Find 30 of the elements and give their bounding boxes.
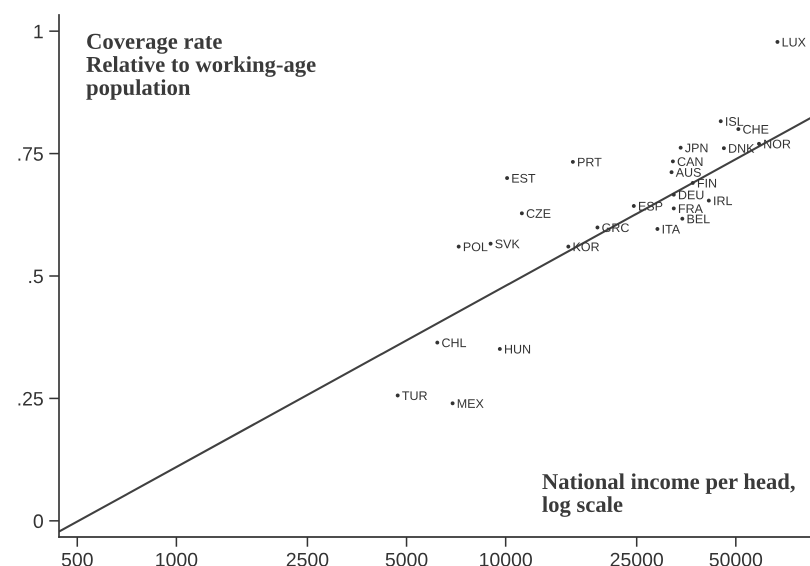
data-label: ITA [662, 224, 680, 234]
data-label: NOR [764, 140, 790, 148]
data-label: DNK [729, 144, 754, 153]
data-label: BEL [688, 214, 710, 224]
data-label: POL [464, 242, 488, 252]
data-label: SVK [495, 239, 520, 248]
data-label: ISL [726, 117, 744, 126]
y-tick-label: 1 [34, 24, 43, 38]
data-label: CHL [442, 338, 466, 348]
data-label: JPN [685, 144, 708, 152]
data-label: LUX [782, 38, 806, 47]
data-label: AUS [676, 168, 701, 177]
data-label: CHE [743, 124, 768, 134]
data-label: PRT [578, 158, 602, 166]
x-axis-title: National income per head, log scale [542, 473, 795, 517]
data-label: MEX [458, 399, 484, 408]
data-label: EST [512, 174, 536, 183]
y-tick-label: .75 [18, 147, 43, 161]
data-label: IRL [714, 196, 732, 206]
y-tick-label: 0 [34, 514, 43, 528]
data-label: TUR [402, 391, 427, 400]
y-tick-label: .5 [29, 270, 43, 284]
data-label: HUN [505, 344, 530, 354]
data-label: CZE [526, 209, 550, 218]
data-label: CAN [678, 157, 702, 166]
data-label: FRA [678, 204, 703, 213]
data-label: DEU [678, 190, 704, 200]
y-axis-title: Coverage rate Relative to working-age population [86, 34, 316, 100]
data-label: FIN [698, 178, 716, 188]
y-tick-label: .25 [18, 392, 43, 406]
